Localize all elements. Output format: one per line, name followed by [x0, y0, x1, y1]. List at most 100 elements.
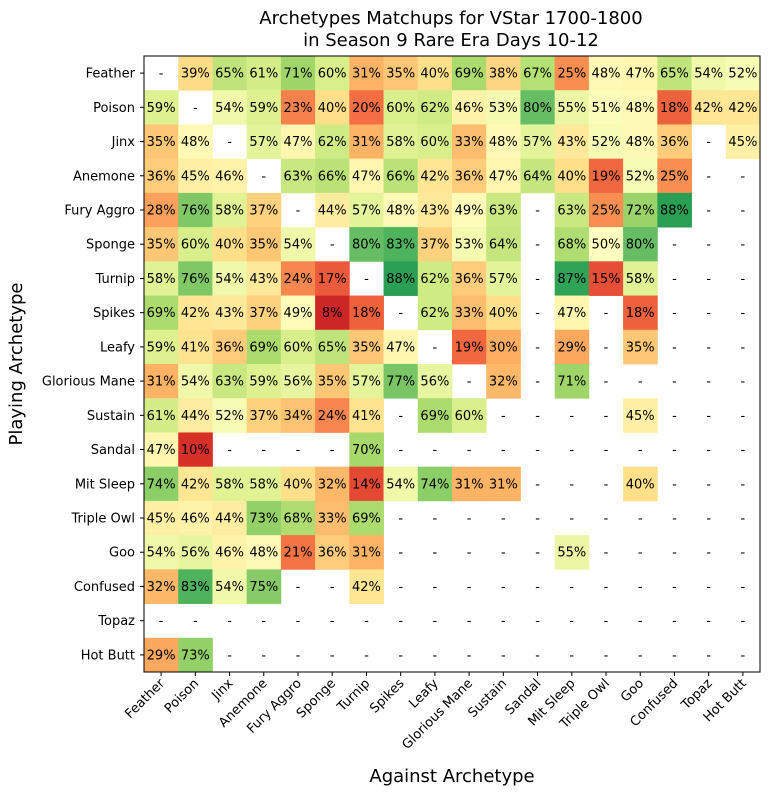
cell-value-label: 35% — [147, 135, 176, 150]
cell-value-label: 62% — [420, 101, 449, 116]
cell-value-label: 60% — [318, 67, 347, 82]
heatmap-cell — [212, 158, 248, 194]
heatmap-cell — [280, 227, 316, 262]
heatmap-cell — [691, 90, 727, 125]
cell-value-label: 53% — [455, 238, 484, 253]
cell-value-label: - — [330, 238, 335, 253]
cell-value-label: - — [261, 169, 266, 184]
cell-value-label: 37% — [249, 306, 278, 321]
cell-value-label: - — [501, 580, 506, 595]
heatmap-cell — [417, 124, 453, 160]
cell-value-label: 57% — [352, 204, 381, 219]
cell-value-label: 71% — [284, 67, 313, 82]
cell-value-label: 60% — [386, 101, 415, 116]
cell-value-label: - — [501, 648, 506, 663]
cell-value-label: 58% — [626, 272, 655, 287]
cell-value-label: 58% — [249, 477, 278, 492]
cell-value-label: - — [604, 375, 609, 390]
heatmap-cell — [554, 56, 590, 91]
cell-value-label: 48% — [181, 135, 210, 150]
heatmap-cell — [144, 261, 179, 296]
cell-value-label: - — [706, 614, 711, 629]
cell-value-label: - — [535, 238, 540, 253]
cell-value-label: 54% — [215, 272, 244, 287]
cell-value-label: 43% — [215, 306, 244, 321]
cell-value-label: 40% — [626, 477, 655, 492]
heatmap-cell — [144, 569, 179, 604]
y-tick-labels: Feather Poison Jinx Anemone Fury Aggro Sponge… — [42, 67, 144, 663]
cell-value-label: - — [672, 443, 677, 458]
cell-value-label: 83% — [386, 238, 415, 253]
cell-value-label: 36% — [455, 169, 484, 184]
cell-value-label: - — [296, 648, 301, 663]
cell-value-label: - — [467, 443, 472, 458]
heatmap-cell — [383, 261, 419, 296]
cell-value-label: - — [398, 546, 403, 561]
cell-value-label: 43% — [249, 272, 278, 287]
cell-value-label: 36% — [147, 169, 176, 184]
heatmap-cell — [623, 261, 658, 296]
heatmap-cell — [212, 569, 248, 604]
cell-value-label: 42% — [728, 101, 757, 116]
cell-value-label: - — [706, 375, 711, 390]
cell-value-label: - — [398, 580, 403, 595]
cell-value-label: 36% — [215, 340, 244, 355]
heatmap-cell — [520, 90, 556, 125]
cell-value-label: 20% — [352, 101, 381, 116]
cell-value-label: - — [604, 340, 609, 355]
cell-value-label: - — [433, 512, 438, 527]
cell-value-label: - — [535, 306, 540, 321]
cell-value-label: 46% — [455, 101, 484, 116]
heatmap-cell — [178, 500, 213, 536]
heatmap-cell — [349, 569, 384, 604]
heatmap-cell — [212, 466, 248, 502]
heatmap-cell — [212, 500, 248, 536]
heatmap-cell — [452, 398, 487, 433]
heatmap-cell — [417, 192, 453, 228]
cell-value-label: 33% — [318, 512, 347, 527]
heatmap-cell — [315, 398, 350, 433]
cell-value-label: - — [501, 512, 506, 527]
heatmap-cell — [486, 90, 521, 125]
cell-value-label: 44% — [318, 204, 347, 219]
y-tick-label: Spikes — [93, 306, 135, 321]
cell-value-label: - — [604, 306, 609, 321]
cell-value-label: 47% — [352, 169, 381, 184]
heatmap-cell — [212, 90, 248, 125]
cell-value-label: 19% — [455, 340, 484, 355]
cell-value-label: - — [227, 443, 232, 458]
heatmap-cell — [452, 329, 487, 365]
heatmap-cell — [486, 295, 521, 331]
cell-value-label: - — [706, 477, 711, 492]
cell-value-label: 47% — [626, 67, 655, 82]
chart-title-line-1: Archetypes Matchups for VStar 1700-1800 — [259, 8, 642, 29]
cell-value-label: 33% — [455, 135, 484, 150]
cell-value-label: - — [535, 648, 540, 663]
x-tick-label: Feather — [122, 676, 168, 722]
heatmap-cell — [417, 364, 453, 399]
x-tick-label: Poison — [162, 676, 202, 716]
heatmap-cell — [554, 192, 590, 228]
heatmap-cell — [144, 535, 179, 570]
cell-value-label: 60% — [420, 135, 449, 150]
heatmap-cell — [178, 637, 213, 673]
heatmap-cell — [144, 124, 179, 160]
cell-value-label: 47% — [489, 169, 518, 184]
cell-value-label: 42% — [420, 169, 449, 184]
y-axis-label: Playing Archetype — [6, 282, 27, 445]
cell-value-label: 58% — [386, 135, 415, 150]
cell-value-label: 18% — [660, 101, 689, 116]
cell-value-label: 8% — [322, 306, 343, 321]
heatmap-cell — [212, 227, 248, 262]
cell-value-label: - — [604, 580, 609, 595]
cell-value-label: - — [398, 512, 403, 527]
heatmap-cell — [554, 124, 590, 160]
cell-value-label: - — [501, 546, 506, 561]
cell-value-label: - — [741, 443, 746, 458]
heatmap-cell — [212, 364, 248, 399]
cell-value-label: 83% — [181, 580, 210, 595]
cell-value-label: - — [672, 512, 677, 527]
cell-value-label: 72% — [626, 204, 655, 219]
cell-value-label: 47% — [147, 443, 176, 458]
cell-value-label: - — [433, 340, 438, 355]
